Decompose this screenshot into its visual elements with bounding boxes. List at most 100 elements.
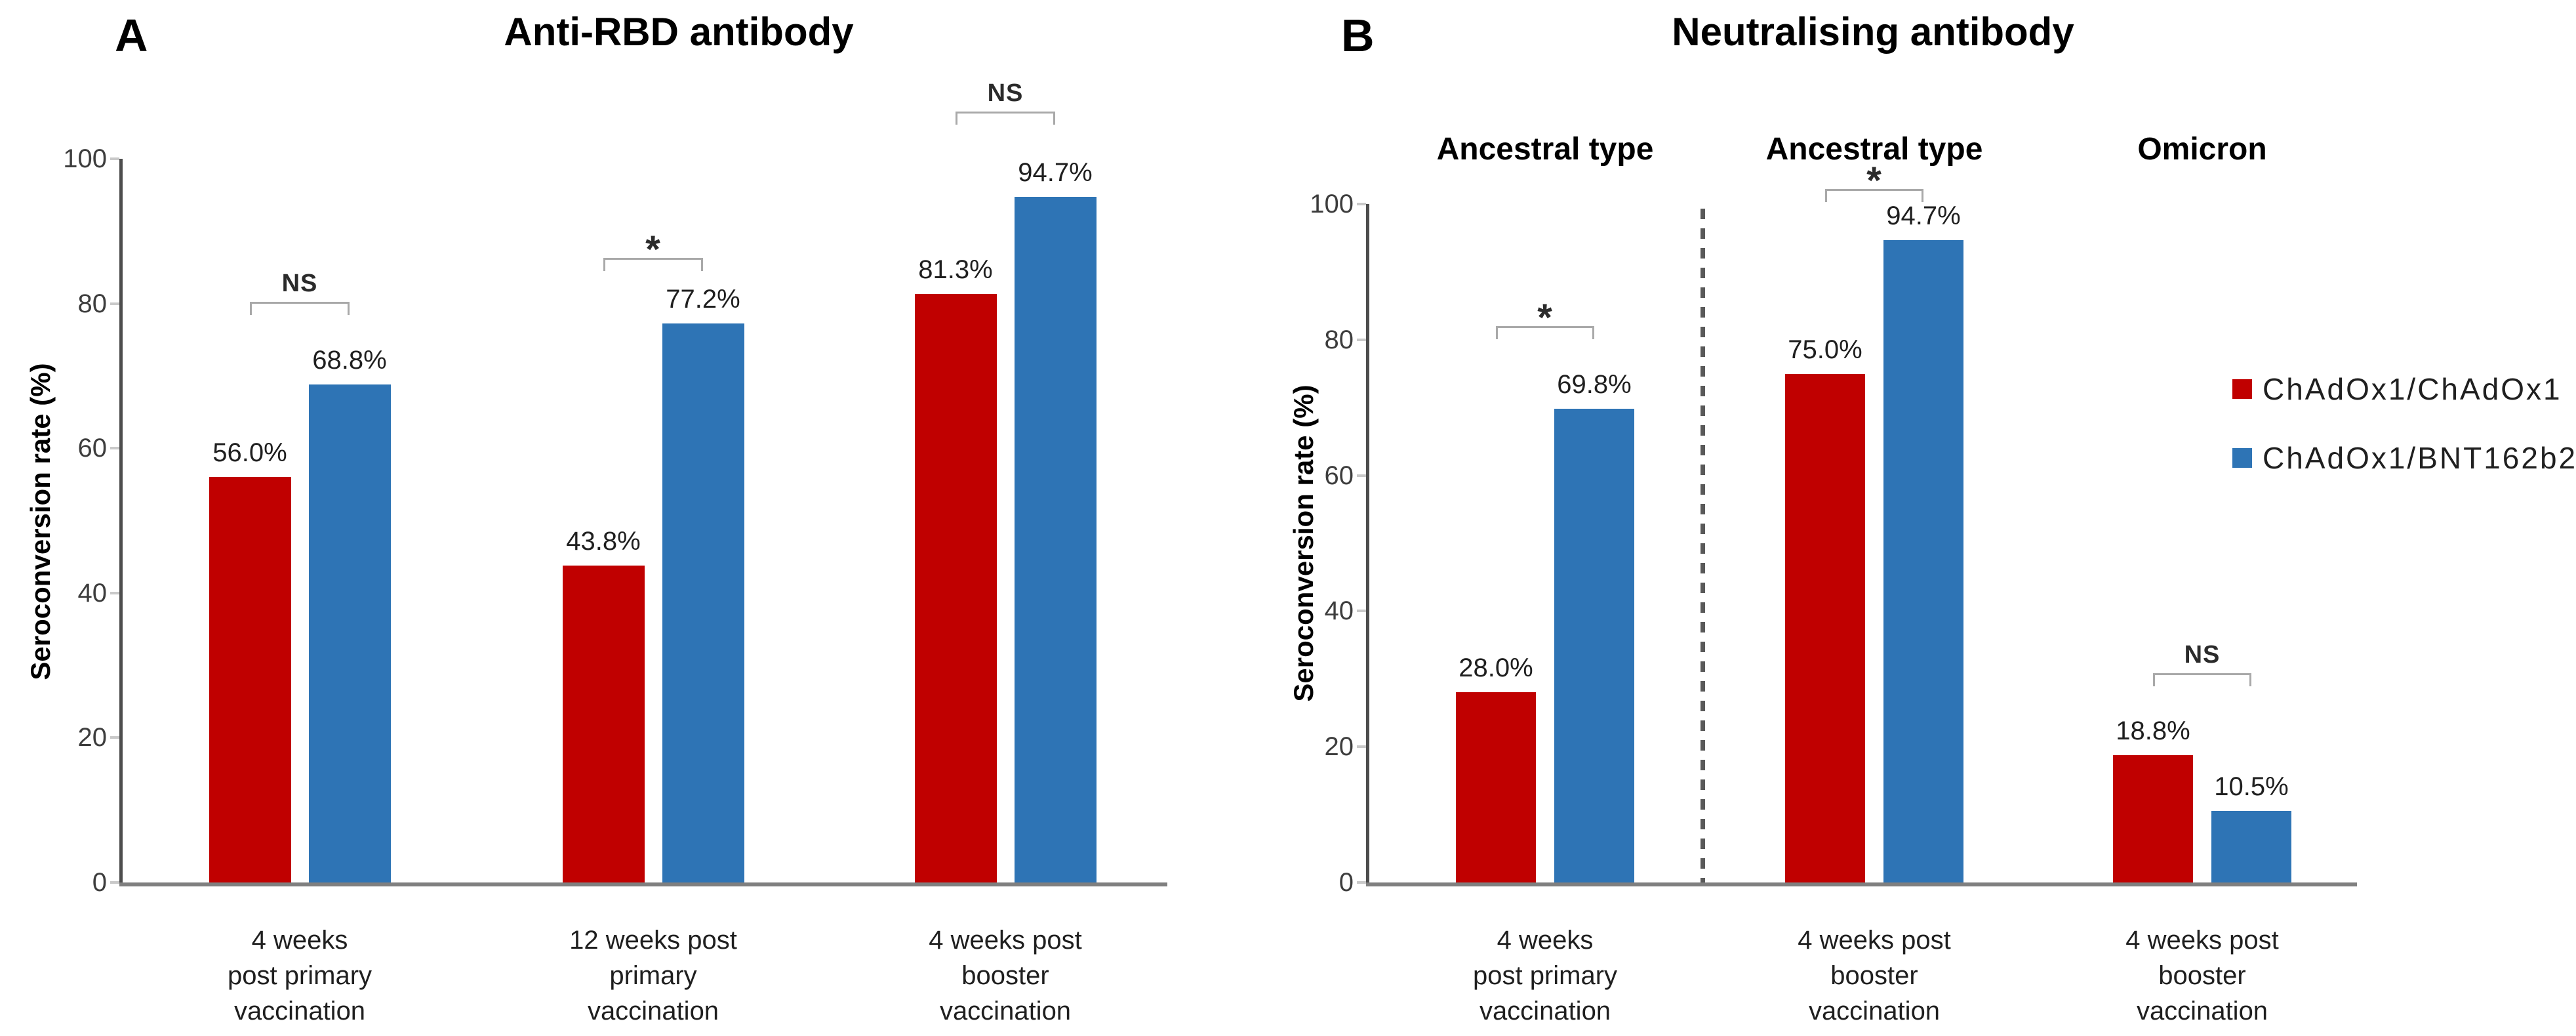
x-category-line: 4 weeks post	[929, 926, 1082, 955]
legend-item: ChAdOx1/BNT162b2	[2232, 440, 2576, 476]
legend-item: ChAdOx1/ChAdOx1	[2232, 371, 2562, 407]
x-category-line: post primary	[1472, 961, 1618, 990]
legend-item-label: ChAdOx1/BNT162b2	[2263, 441, 2576, 475]
bar-value-label: 28.0%	[1459, 653, 1533, 683]
y-tick-label: 60	[77, 434, 108, 463]
x-category-line: booster	[961, 961, 1049, 990]
subgroup-header: Omicron	[2137, 132, 2267, 167]
bar-value-label: 75.0%	[1788, 335, 1862, 364]
x-category-line: 12 weeks post	[569, 926, 737, 955]
bar-chadox1-chadox1	[1785, 373, 1865, 882]
bar-value-label: 43.8%	[566, 526, 641, 556]
bar-chadox1-bnt162b2	[1554, 409, 1634, 882]
significance-bracket	[1825, 188, 1923, 202]
x-category-line: post primary	[227, 961, 372, 990]
bar-chadox1-chadox1	[914, 294, 997, 882]
panel-a-label: A	[115, 10, 148, 61]
y-tick-label: 20	[1324, 732, 1354, 762]
bar-chadox1-bnt162b2	[1014, 197, 1097, 882]
significance-label: *	[645, 228, 661, 272]
y-tick	[1357, 203, 1366, 205]
x-category-label: 4 weeks post primary vaccination	[142, 922, 457, 1029]
blue-square-icon	[2232, 448, 2252, 468]
panel-b-title: Neutralising antibody	[1672, 10, 2074, 54]
y-tick-label: 100	[1310, 190, 1354, 218]
y-tick-label: 60	[1324, 461, 1354, 490]
y-tick	[1357, 474, 1366, 477]
x-category-line: 4 weeks	[251, 926, 348, 955]
y-tick-label: 40	[1324, 596, 1354, 626]
bar-value-label: 56.0%	[212, 438, 287, 468]
x-category-line: vaccination	[2136, 997, 2268, 1026]
dashed-separator	[1701, 209, 1705, 882]
panel-b-label: B	[1341, 10, 1375, 61]
x-category-label: 4 weeks post booster vaccination	[2045, 922, 2360, 1029]
panel-b-y-axis-title: Seroconversion rate (%)	[1288, 384, 1319, 702]
y-tick-label: 80	[77, 289, 108, 318]
bar-chadox1-bnt162b2	[2211, 811, 2291, 882]
y-tick	[110, 591, 119, 594]
bar-value-label: 94.7%	[1886, 201, 1961, 230]
x-category-label: 4 weeks post primary vaccination	[1388, 922, 1702, 1029]
subgroup-header: Ancestral type	[1436, 132, 1654, 167]
y-tick	[1357, 745, 1366, 749]
x-category-line: 4 weeks post	[2125, 926, 2279, 955]
x-category-label: 12 weeks post primary vaccination	[496, 922, 811, 1029]
bar-value-label: 94.7%	[1018, 158, 1093, 188]
subgroup-header: Ancestral type	[1765, 132, 1983, 167]
bar-chadox1-bnt162b2	[1883, 239, 1963, 882]
y-axis-line	[1366, 204, 1369, 886]
bar-chadox1-bnt162b2	[308, 384, 391, 882]
significance-bracket	[603, 258, 703, 272]
bar-value-label: 81.3%	[918, 255, 993, 285]
bar-chadox1-chadox1	[562, 565, 645, 882]
x-category-label: 4 weeks post booster vaccination	[848, 922, 1163, 1029]
y-tick	[110, 736, 119, 739]
x-category-line: vaccination	[233, 997, 366, 1026]
x-category-line: vaccination	[1479, 997, 1611, 1026]
bar-chadox1-chadox1	[1456, 692, 1536, 882]
x-category-line: vaccination	[1808, 997, 1941, 1026]
red-square-icon	[2232, 379, 2252, 399]
y-tick	[110, 302, 119, 305]
x-category-line: vaccination	[939, 997, 1072, 1026]
y-tick-label: 80	[1324, 325, 1354, 354]
x-category-line: 4 weeks	[1497, 926, 1594, 955]
bar-value-label: 10.5%	[2214, 772, 2289, 802]
panel-a-title: Anti-RBD antibody	[504, 10, 854, 54]
bar-value-label: 68.8%	[312, 346, 387, 375]
y-tick	[1357, 338, 1366, 341]
significance-label: NS	[2184, 640, 2221, 669]
x-category-line: primary	[609, 961, 697, 990]
y-tick-label: 0	[92, 868, 107, 897]
y-axis-line	[119, 159, 123, 886]
y-tick-label: 0	[1338, 868, 1354, 897]
significance-bracket	[1496, 326, 1594, 340]
significance-bracket	[250, 302, 350, 316]
significance-label: *	[1537, 297, 1553, 340]
y-tick-label: 20	[77, 723, 108, 753]
x-category-line: booster	[1830, 961, 1918, 990]
x-category-label: 4 weeks post booster vaccination	[1717, 922, 2032, 1029]
bar-chadox1-chadox1	[209, 477, 291, 882]
bar-chadox1-chadox1	[2113, 755, 2193, 882]
significance-bracket	[2153, 673, 2251, 686]
y-tick-label: 100	[63, 144, 107, 173]
x-axis-line	[1366, 882, 2357, 886]
y-tick	[1357, 881, 1366, 884]
y-tick	[110, 157, 119, 160]
significance-label: *	[1866, 159, 1882, 202]
significance-label: NS	[987, 79, 1024, 108]
bar-value-label: 69.8%	[1557, 370, 1632, 400]
y-tick-label: 40	[77, 578, 108, 608]
y-tick	[1357, 610, 1366, 613]
x-category-line: booster	[2158, 961, 2246, 990]
x-category-line: 4 weeks post	[1798, 926, 1951, 955]
bar-value-label: 77.2%	[666, 285, 740, 314]
x-axis-line	[119, 882, 1167, 886]
legend-item-label: ChAdOx1/ChAdOx1	[2263, 372, 2562, 406]
x-category-line: vaccination	[587, 997, 719, 1026]
y-tick	[110, 881, 119, 884]
panel-a-y-axis-title: Seroconversion rate (%)	[25, 363, 56, 680]
